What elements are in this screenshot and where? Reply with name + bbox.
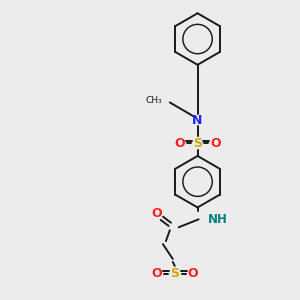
Text: O: O [210, 136, 221, 150]
Text: CH₃: CH₃ [145, 96, 162, 105]
Text: S: S [170, 267, 179, 280]
Text: S: S [193, 136, 202, 150]
Text: N: N [192, 114, 203, 127]
Text: O: O [174, 136, 185, 150]
Text: O: O [152, 267, 162, 280]
Text: O: O [152, 207, 162, 220]
Text: NH: NH [208, 213, 227, 226]
Text: O: O [187, 267, 198, 280]
